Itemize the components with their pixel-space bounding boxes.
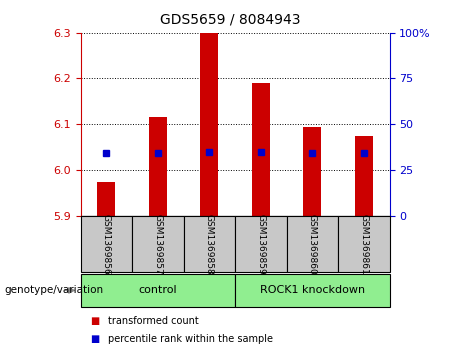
Bar [183,216,235,272]
Text: transformed count: transformed count [108,316,199,326]
Text: GSM1369859: GSM1369859 [256,214,266,274]
Text: GSM1369858: GSM1369858 [205,214,214,274]
Text: GSM1369856: GSM1369856 [102,214,111,274]
Text: percentile rank within the sample: percentile rank within the sample [108,334,273,344]
Bar [355,136,373,216]
Bar [81,216,132,272]
Bar [201,33,219,216]
Text: control: control [139,285,177,295]
Text: GDS5659 / 8084943: GDS5659 / 8084943 [160,13,301,27]
Text: ■: ■ [90,316,99,326]
Bar [149,118,167,216]
Text: genotype/variation: genotype/variation [5,285,104,295]
Bar [235,216,287,272]
Bar [97,182,115,216]
Text: ■: ■ [90,334,99,344]
Text: ROCK1 knockdown: ROCK1 knockdown [260,285,365,295]
Bar [235,274,390,307]
Bar [338,216,390,272]
Text: GSM1369861: GSM1369861 [359,214,368,274]
Text: GSM1369860: GSM1369860 [308,214,317,274]
Bar [132,216,183,272]
Bar [81,274,235,307]
Bar [252,83,270,216]
Text: GSM1369857: GSM1369857 [154,214,162,274]
Bar [287,216,338,272]
Bar [303,127,321,216]
